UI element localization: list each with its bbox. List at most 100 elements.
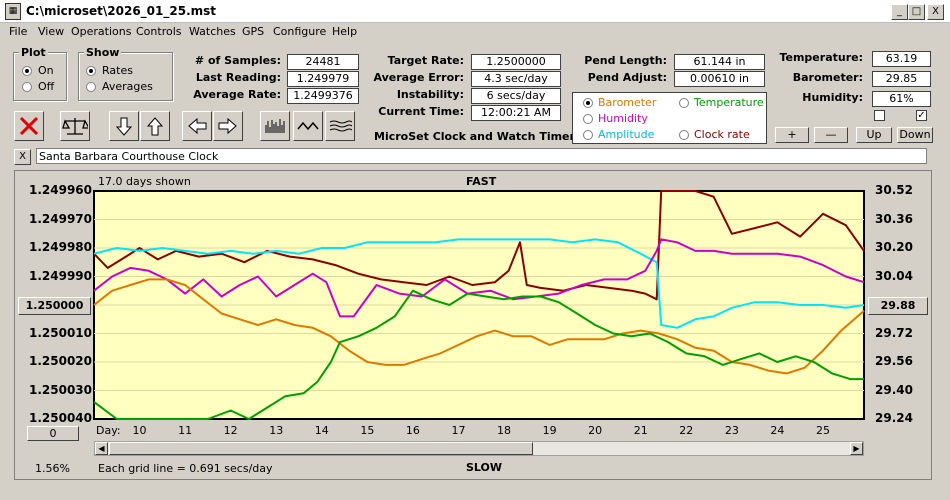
plot-panel [14,170,932,480]
right-tick-label: 30.20 [875,240,913,254]
left-tick-label: 1.249960 [28,183,92,197]
right-tick-label: 30.04 [875,268,913,283]
arrow-left-icon[interactable] [182,111,212,141]
checkbox-1[interactable] [874,110,885,121]
fast-label: FAST [466,175,497,188]
menu-configure[interactable]: Configure [273,25,327,38]
app-icon[interactable]: ▦ [5,3,21,20]
center-value-button[interactable]: 1.250000 [18,297,91,315]
option-clock-rate[interactable]: Clock rate [679,128,750,141]
window-title: C:\microset\2026_01_25.mst [26,4,217,18]
target-rate-label: Target Rate: [387,54,464,67]
series-amplitude [93,238,865,329]
day-tick-label: 24 [770,424,785,437]
grid-note: Each grid line = 0.691 secs/day [98,462,273,475]
day-tick-label: 14 [314,424,329,437]
option-barometer[interactable]: Barometer [583,96,656,109]
pend-adjust-field: 0.00610 in [674,71,765,87]
lines-icon[interactable] [325,111,355,141]
pend-adjust-label: Pend Adjust: [587,71,667,84]
left-tick-label: 1.250010 [28,325,92,340]
menu-file[interactable]: File [9,25,28,38]
option-amplitude[interactable]: Amplitude [583,128,654,141]
right-value-button[interactable]: 29.88 [868,297,928,315]
menu-operations[interactable]: Operations [71,25,132,38]
series-temperature [93,289,864,420]
right-tick-label: 29.40 [875,382,913,397]
arrow-up-icon[interactable] [140,111,170,141]
day-tick-label: 25 [815,424,830,437]
day-tick-label: 18 [497,424,512,437]
menu-watches[interactable]: Watches [189,25,236,38]
maximize-button[interactable]: □ [908,4,925,20]
minimize-button[interactable]: _ [891,4,908,20]
current-time-field: 12:00:21 AM [471,105,561,121]
humidity-reading-field: 61% [872,91,931,107]
wave-icon[interactable] [293,111,323,141]
arrow-right-icon[interactable] [213,111,243,141]
menu-view[interactable]: View [38,25,65,38]
menu-gps[interactable]: GPS [242,25,265,38]
minus-button[interactable]: — [814,127,848,143]
plot-off-radio[interactable] [22,82,32,92]
day-tick-label: 12 [223,424,238,437]
right-tick-label: 29.56 [875,354,913,368]
left-tick-label: 1.249990 [28,268,92,283]
plus-button[interactable]: + [775,127,809,143]
humidity-radio[interactable] [583,113,593,124]
scroll-left-button[interactable]: ◀ [95,442,108,455]
checkbox-2[interactable]: ✓ [916,110,927,121]
close-icon[interactable] [14,111,44,141]
close-button[interactable]: X [927,4,944,20]
day-tick-label: 20 [588,424,603,437]
day-tick-label: 21 [633,424,648,437]
barometer-reading-label: Barometer: [792,71,863,84]
left-tick-label: 1.249980 [28,240,92,254]
day-tick-label: 15 [360,424,375,437]
percent-label: 1.56% [35,462,70,475]
down-button[interactable]: Down [897,127,933,143]
average-rate-label: Average Rate: [193,88,281,101]
zero-button[interactable]: 0 [27,426,79,441]
left-tick-label: 1.250020 [28,354,92,368]
barometer-radio[interactable] [583,97,593,108]
series-clock-rate [93,190,865,301]
plot-off-label: Off [38,80,55,93]
up-button[interactable]: Up [856,127,892,143]
arrow-down-icon[interactable] [109,111,139,141]
current-time-label: Current Time: [378,105,464,118]
horizontal-scrollbar[interactable]: ◀ ▶ [94,441,864,456]
menu-bar: File View Operations Controls Watches GP… [0,23,950,41]
watch-name-field[interactable]: Santa Barbara Courthouse Clock [36,148,927,164]
balance-scale-icon[interactable] [60,111,90,141]
amplitude-radio[interactable] [583,129,593,140]
option-humidity[interactable]: Humidity [583,112,648,125]
show-rates-radio[interactable] [86,66,96,76]
scroll-thumb[interactable] [109,442,533,455]
option-temperature[interactable]: Temperature [679,96,764,109]
humidity-label: Humidity [598,112,648,125]
temperature-label: Temperature [694,96,764,109]
menu-controls[interactable]: Controls [136,25,182,38]
show-group [78,52,173,101]
plot-on-radio[interactable] [22,66,32,76]
barometer-label: Barometer [598,96,657,109]
last-reading-label: Last Reading: [195,71,281,84]
left-tick-label: 1.250040 [28,411,92,425]
menu-help[interactable]: Help [332,25,358,38]
clock-rate-label: Clock rate [694,128,750,141]
show-rates-label: Rates [102,64,133,77]
left-tick-label: 1.249970 [28,211,92,226]
show-averages-radio[interactable] [86,82,96,92]
day-tick-label: 22 [679,424,694,437]
watch-close-button[interactable]: X [14,149,31,165]
temperature-radio[interactable] [679,97,689,108]
clock-rate-radio[interactable] [679,129,689,140]
pend-length-label: Pend Length: [584,54,667,67]
day-tick-label: 11 [178,424,193,437]
scroll-right-button[interactable]: ▶ [850,442,863,455]
title-bar: ▦ C:\microset\2026_01_25.mst _ □ X [0,0,950,23]
days-shown-label: 17.0 days shown [98,175,191,188]
bar-graph-icon[interactable] [260,111,290,141]
day-tick-label: 19 [542,424,557,437]
